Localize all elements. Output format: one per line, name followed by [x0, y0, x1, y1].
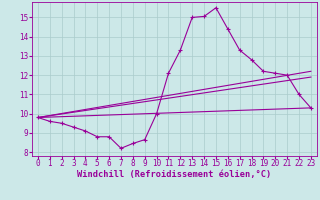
X-axis label: Windchill (Refroidissement éolien,°C): Windchill (Refroidissement éolien,°C) — [77, 170, 272, 179]
